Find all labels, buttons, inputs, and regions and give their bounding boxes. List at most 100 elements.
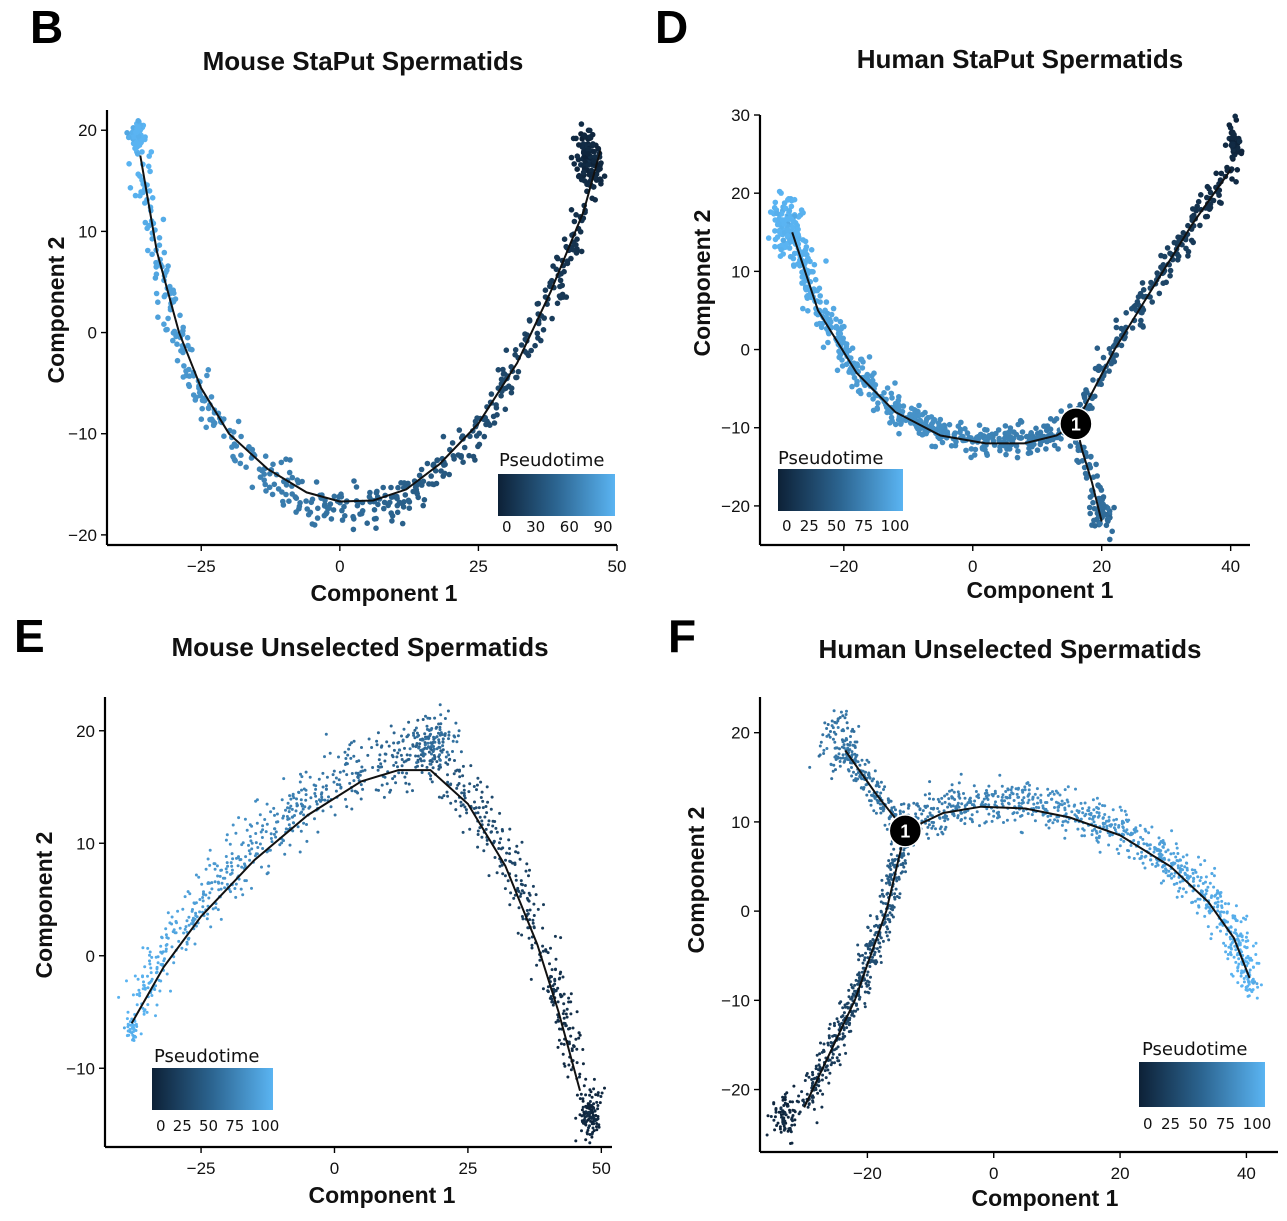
- cell-point: [783, 1112, 787, 1116]
- cell-point: [1097, 811, 1101, 815]
- cell-point: [512, 352, 518, 358]
- cell-point: [351, 478, 357, 484]
- cell-point: [550, 975, 553, 979]
- cell-point: [571, 161, 577, 167]
- cell-point: [491, 420, 498, 426]
- cell-point: [1219, 929, 1222, 933]
- cell-point: [185, 342, 191, 349]
- cell-point: [790, 1116, 794, 1120]
- cell-point: [1192, 877, 1196, 881]
- cell-point: [1118, 325, 1125, 332]
- cell-point: [455, 452, 462, 458]
- cell-point: [1103, 813, 1107, 816]
- cell-point: [130, 134, 137, 140]
- cell-point: [284, 808, 287, 812]
- y-tick-label: 20: [731, 724, 750, 743]
- cell-point: [1177, 234, 1183, 241]
- cell-point: [778, 242, 785, 249]
- cell-point: [1188, 237, 1195, 244]
- panel-title-f: Human Unselected Spermatids: [819, 634, 1202, 664]
- cell-point: [800, 305, 806, 312]
- cell-point: [558, 976, 562, 980]
- cell-point: [881, 939, 885, 943]
- cell-point: [331, 493, 338, 500]
- cell-point: [185, 940, 189, 944]
- cell-point: [451, 739, 455, 743]
- cell-point: [1172, 882, 1176, 886]
- cell-point: [295, 797, 298, 801]
- cell-point: [397, 740, 401, 744]
- cell-point: [321, 512, 328, 519]
- cell-point: [156, 242, 163, 248]
- cell-point: [1054, 800, 1058, 804]
- cell-point: [873, 933, 877, 937]
- cell-point: [1063, 788, 1067, 792]
- cell-point: [888, 930, 892, 934]
- cell-point: [396, 751, 400, 755]
- cell-point: [943, 813, 947, 817]
- cell-point: [883, 920, 887, 924]
- cell-point: [437, 731, 440, 735]
- cell-point: [850, 370, 856, 377]
- cell-point: [483, 815, 487, 819]
- cell-point: [894, 808, 897, 812]
- y-tick-label: 10: [731, 262, 750, 281]
- cell-point: [1082, 470, 1089, 477]
- cell-point: [1083, 475, 1090, 481]
- cell-point: [134, 151, 141, 157]
- cell-point: [1097, 520, 1103, 527]
- x-tick-label: 50: [592, 1159, 611, 1178]
- cell-point: [392, 741, 396, 745]
- cell-point: [1229, 953, 1233, 957]
- cell-point: [148, 959, 151, 963]
- cell-point: [574, 166, 580, 172]
- cell-point: [1088, 817, 1092, 821]
- cell-point: [446, 471, 453, 478]
- cell-point: [766, 1114, 770, 1118]
- cell-point: [288, 794, 292, 798]
- cell-point: [267, 864, 271, 868]
- cell-point: [811, 1073, 815, 1077]
- cell-point: [269, 837, 273, 840]
- cell-point: [535, 335, 541, 341]
- cell-point: [807, 1075, 811, 1079]
- cell-point: [153, 988, 157, 991]
- cell-point: [864, 376, 871, 382]
- cell-point: [1096, 363, 1102, 370]
- cell-point: [487, 874, 491, 878]
- cell-point: [899, 863, 903, 867]
- cell-point: [159, 950, 163, 954]
- cell-point: [846, 1006, 850, 1010]
- cell-point: [551, 1000, 555, 1004]
- cell-point: [198, 910, 202, 914]
- cell-point: [1229, 176, 1235, 182]
- cell-point: [950, 788, 954, 792]
- cell-point: [142, 980, 145, 984]
- cell-point: [183, 927, 187, 931]
- cell-point: [1013, 818, 1017, 822]
- cell-point: [477, 806, 481, 810]
- cell-point: [528, 868, 531, 872]
- cell-point: [439, 722, 443, 726]
- cell-point: [1154, 846, 1157, 850]
- cell-point: [984, 794, 988, 798]
- cell-point: [992, 814, 996, 818]
- cell-point: [1233, 931, 1236, 935]
- cell-point: [266, 484, 273, 491]
- cell-point: [945, 792, 949, 796]
- cell-point: [148, 962, 152, 966]
- cell-point: [587, 127, 593, 134]
- cell-point: [869, 799, 873, 803]
- cell-point: [1111, 808, 1115, 812]
- cell-point: [376, 731, 380, 735]
- cell-point: [1162, 879, 1165, 883]
- cell-point: [210, 887, 214, 891]
- cell-point: [821, 733, 825, 737]
- cell-point: [584, 1138, 588, 1142]
- cell-point: [439, 765, 442, 769]
- branch-point-marker: [1059, 407, 1093, 441]
- cell-point: [851, 727, 855, 731]
- cell-point: [857, 997, 861, 1001]
- cell-point: [1164, 850, 1168, 854]
